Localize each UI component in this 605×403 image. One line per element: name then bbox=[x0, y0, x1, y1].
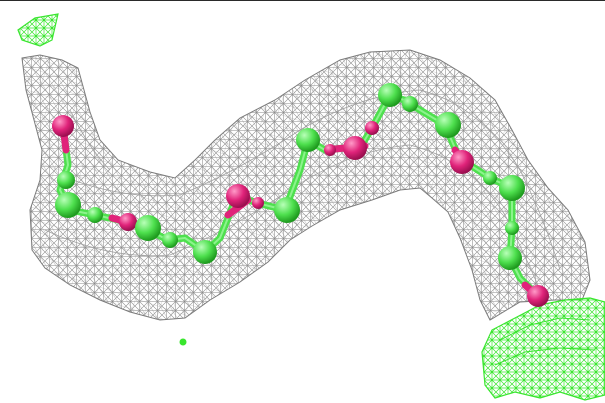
ligand-density-bottom-right bbox=[481, 297, 605, 401]
ligand-density-top-left bbox=[17, 13, 59, 47]
ball-and-stick-chain bbox=[52, 83, 549, 307]
ligand-density-small bbox=[179, 338, 187, 346]
top-border-line bbox=[0, 0, 605, 1]
